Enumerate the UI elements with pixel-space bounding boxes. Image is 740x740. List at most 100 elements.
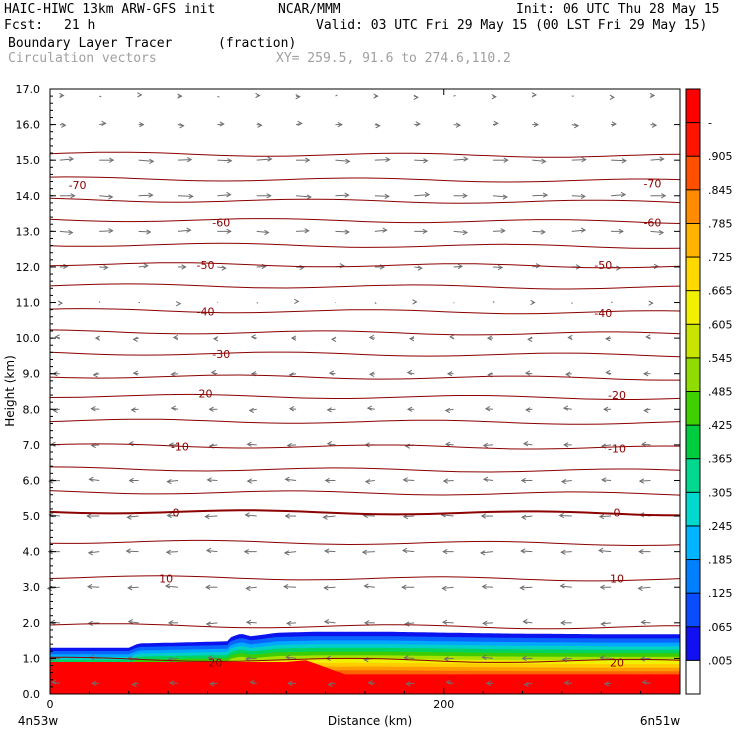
colorbar-label: .845 [708, 184, 733, 197]
vector-arrow [57, 300, 64, 306]
vector-shaft [559, 514, 572, 517]
vector-arrow [87, 550, 100, 556]
org-label: NCAR/MMM [278, 2, 341, 17]
vector-shaft [562, 657, 572, 661]
vector-shaft [91, 444, 100, 446]
isotherm-line [49, 443, 681, 450]
vector-head [446, 371, 453, 377]
vector-arrow [563, 680, 572, 686]
vector-arrow [449, 334, 455, 340]
vector-shaft [640, 657, 651, 660]
vector-arrow [453, 263, 464, 269]
vector-shaft [445, 443, 454, 446]
vector-head [406, 406, 413, 412]
vector-arrow [92, 372, 100, 378]
vector-head [48, 478, 54, 484]
vector-head [455, 122, 462, 128]
vector-arrow [335, 158, 351, 165]
vector-arrow [127, 618, 139, 625]
vector-head [306, 194, 312, 200]
vector-head [166, 512, 172, 519]
vector-head [562, 405, 569, 411]
vector-arrow [611, 228, 624, 234]
vector-arrow [444, 407, 454, 414]
vector-head [645, 334, 651, 340]
vector-arrow [164, 583, 179, 589]
vector-head [560, 620, 566, 626]
vector-shaft [561, 479, 572, 483]
vector-head [344, 192, 350, 198]
vector-shaft [126, 550, 139, 553]
vector-arrow [284, 476, 297, 482]
vector-arrow [52, 407, 60, 414]
vector-arrow [327, 681, 336, 688]
vector-arrow [527, 336, 533, 342]
vector-head [484, 406, 491, 412]
vector-head [87, 550, 94, 556]
vector-arrow [132, 370, 139, 376]
vector-head [405, 681, 411, 687]
vectors-label: Circulation vectors [8, 51, 157, 66]
vector-arrow [99, 157, 115, 163]
vector-head [620, 191, 627, 198]
vector-shaft [444, 657, 454, 660]
vector-head [486, 335, 493, 341]
vector-arrow [59, 229, 74, 236]
vector-arrow [401, 547, 415, 554]
vector-arrow [374, 227, 388, 233]
vector-head [649, 92, 656, 99]
vector-arrow [565, 371, 572, 377]
vector-arrow [492, 228, 506, 234]
vector-head [322, 514, 328, 520]
vector-shaft [245, 514, 257, 517]
vector-head [207, 655, 213, 661]
vector-shaft [571, 159, 586, 161]
vector-arrow [480, 513, 493, 519]
vector-arrow [404, 443, 415, 449]
vector-shaft [492, 195, 508, 198]
vector-arrow [256, 302, 259, 304]
vector-head [565, 371, 571, 377]
vector-shaft [641, 621, 651, 624]
vector-head [521, 655, 527, 662]
vector-shaft [599, 515, 612, 518]
vector-head [285, 654, 291, 660]
vector-arrow [453, 229, 469, 236]
vector-head [441, 619, 448, 625]
vector-head [68, 156, 75, 162]
vector-arrow [404, 621, 415, 627]
contour-label: 0 [614, 507, 621, 520]
vector-arrow [128, 441, 139, 447]
vector-head [503, 157, 509, 163]
vector-head [653, 263, 660, 269]
vector-shaft [88, 622, 100, 624]
vector-head [245, 585, 251, 592]
vector-shaft [532, 159, 546, 162]
vector-arrow [99, 228, 114, 234]
vector-head [580, 227, 587, 233]
vector-head [520, 477, 526, 484]
vector-shaft [256, 230, 269, 234]
isotherm-line [49, 329, 681, 336]
vector-arrow [322, 514, 336, 520]
vector-arrow [560, 479, 572, 485]
vector-arrow [130, 407, 139, 413]
vector-arrow [217, 228, 232, 234]
vector-arrow [295, 120, 303, 127]
vector-head [245, 619, 252, 625]
vector-head [479, 550, 486, 556]
y-tick-label: 8.0 [23, 403, 41, 416]
vector-arrow [132, 336, 139, 342]
vector-head [417, 265, 423, 271]
vector-head [139, 121, 145, 128]
vector-head [244, 512, 250, 518]
y-tick-label: 13.0 [16, 225, 41, 238]
vector-head [101, 120, 107, 127]
colorbar-swatch [686, 660, 700, 694]
vector-head [541, 158, 547, 165]
vector-shaft [296, 266, 304, 269]
vector-head [567, 334, 573, 341]
vector-arrow [364, 620, 375, 626]
forecast-hour: 21 h [64, 18, 96, 33]
vector-shaft [246, 657, 257, 660]
